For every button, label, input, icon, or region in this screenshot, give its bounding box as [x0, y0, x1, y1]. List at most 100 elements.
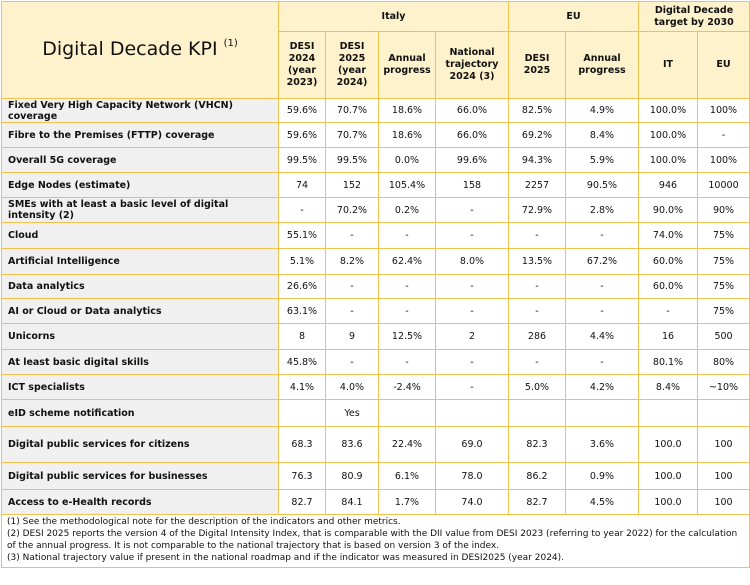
notes-row: (1) See the methodological note for the …: [0, 514, 750, 568]
value-cell: 100.0: [638, 462, 698, 490]
value-cell: 4.0%: [325, 374, 379, 400]
table-row: Edge Nodes (estimate) 74 152 105.4% 158 2257 9…: [1, 172, 750, 198]
row-label: Unicorns: [1, 323, 279, 350]
value-cell: -: [508, 222, 566, 249]
value-cell: 3.6%: [565, 426, 639, 463]
value-cell: 80.1%: [638, 349, 698, 375]
table-row: At least basic digital skills 45.8% - - - - -8…: [1, 349, 750, 375]
value-cell: -: [508, 274, 566, 299]
value-cell: -: [435, 274, 509, 299]
value-cell: [435, 399, 509, 427]
value-cell: 90%: [696, 197, 750, 223]
value-cell: 83.6: [325, 426, 379, 463]
value-cell: 70.2%: [325, 197, 379, 223]
value-cell: 82.7: [278, 489, 326, 515]
group-header: EU: [508, 1, 639, 32]
value-cell: 18.6%: [378, 98, 436, 123]
value-cell: 99.6%: [435, 147, 509, 173]
value-cell: 5.1%: [278, 248, 326, 275]
value-cell: 2.8%: [565, 197, 639, 223]
value-cell: 80.9: [325, 462, 379, 490]
value-cell: -: [565, 298, 639, 324]
value-cell: 158: [435, 172, 509, 198]
value-cell: 90.5%: [565, 172, 639, 198]
value-cell: 100%: [696, 98, 750, 123]
value-cell: -: [378, 274, 436, 299]
value-cell: 69.0: [435, 426, 509, 463]
value-cell: 68.3: [278, 426, 326, 463]
value-cell: 4.5%: [565, 489, 639, 515]
value-cell: 100: [696, 462, 750, 490]
row-label: Digital public services for citizens: [1, 426, 279, 463]
value-cell: 76.3: [278, 462, 326, 490]
value-cell: [278, 399, 326, 427]
value-cell: -: [565, 222, 639, 249]
column-header: Annual progress: [565, 31, 639, 99]
value-cell: -: [435, 349, 509, 375]
value-cell: 78.0: [435, 462, 509, 490]
table-row: AI or Cloud or Data analytics 63.1% - - - - - -…: [1, 298, 750, 324]
table-row: eID scheme notification Yes: [1, 399, 750, 427]
table-title: Digital Decade KPI (1): [1, 1, 279, 99]
value-cell: 84.1: [325, 489, 379, 515]
value-cell: 0.9%: [565, 462, 639, 490]
row-label: Fibre to the Premises (FTTP) coverage: [1, 122, 279, 148]
value-cell: 82.3: [508, 426, 566, 463]
value-cell: 100%: [696, 147, 750, 173]
value-cell: -: [325, 222, 379, 249]
value-cell: 99.5%: [278, 147, 326, 173]
value-cell: -: [435, 222, 509, 249]
value-cell: 70.7%: [325, 122, 379, 148]
table-row: Access to e-Health records 82.7 84.1 1.7% 74…: [1, 489, 750, 515]
value-cell: 94.3%: [508, 147, 566, 173]
value-cell: 60.0%: [638, 248, 698, 275]
value-cell: -: [508, 349, 566, 375]
row-label: Digital public services for businesses: [1, 462, 279, 490]
value-cell: Yes: [325, 399, 379, 427]
value-cell: 4.1%: [278, 374, 326, 400]
value-cell: 75%: [696, 274, 750, 299]
row-label: eID scheme notification: [1, 399, 279, 427]
value-cell: 105.4%: [378, 172, 436, 198]
value-cell: -: [278, 197, 326, 223]
group-header: Italy: [278, 1, 509, 32]
value-cell: 75%: [696, 248, 750, 275]
value-cell: 10000: [696, 172, 750, 198]
notes-cell: (1) See the methodological note for the …: [0, 514, 750, 568]
value-cell: [696, 399, 750, 427]
value-cell: 8.0%: [435, 248, 509, 275]
value-cell: 5.0%: [508, 374, 566, 400]
value-cell: 8.4%: [638, 374, 698, 400]
table-row: Fixed Very High Capacity Network (VHCN) …: [1, 98, 750, 123]
value-cell: 500: [696, 323, 750, 350]
value-cell: 286: [508, 323, 566, 350]
value-cell: 946: [638, 172, 698, 198]
value-cell: 8.4%: [565, 122, 639, 148]
value-cell: [638, 399, 698, 427]
value-cell: 18.6%: [378, 122, 436, 148]
column-header: IT: [638, 31, 698, 99]
value-cell: 4.2%: [565, 374, 639, 400]
column-header: DESI 2025 (year 2024): [325, 31, 379, 99]
value-cell: 100.0: [638, 489, 698, 515]
footnote: (1) See the methodological note for the …: [7, 517, 401, 527]
row-label: Cloud: [1, 222, 279, 249]
group-header: Digital Decade target by 2030: [637, 1, 750, 32]
value-cell: 6.1%: [378, 462, 436, 490]
value-cell: 2257: [508, 172, 566, 198]
value-cell: 4.4%: [565, 323, 639, 350]
value-cell: 82.5%: [508, 98, 566, 123]
value-cell: -: [435, 197, 509, 223]
row-label: SMEs with at least a basic level of digi…: [1, 197, 279, 223]
value-cell: 16: [638, 323, 698, 350]
value-cell: 67.2%: [565, 248, 639, 275]
table-row: ICT specialists 4.1% 4.0% -2.4% -5.0% 4.2% 8.4…: [1, 374, 750, 400]
value-cell: -: [435, 298, 509, 324]
row-label: Fixed Very High Capacity Network (VHCN) …: [1, 98, 279, 123]
value-cell: 70.7%: [325, 98, 379, 123]
column-header: DESI 2025: [508, 31, 566, 99]
value-cell: 8.2%: [325, 248, 379, 275]
title-text: Digital Decade KPI: [42, 38, 218, 61]
value-cell: 74.0: [435, 489, 509, 515]
